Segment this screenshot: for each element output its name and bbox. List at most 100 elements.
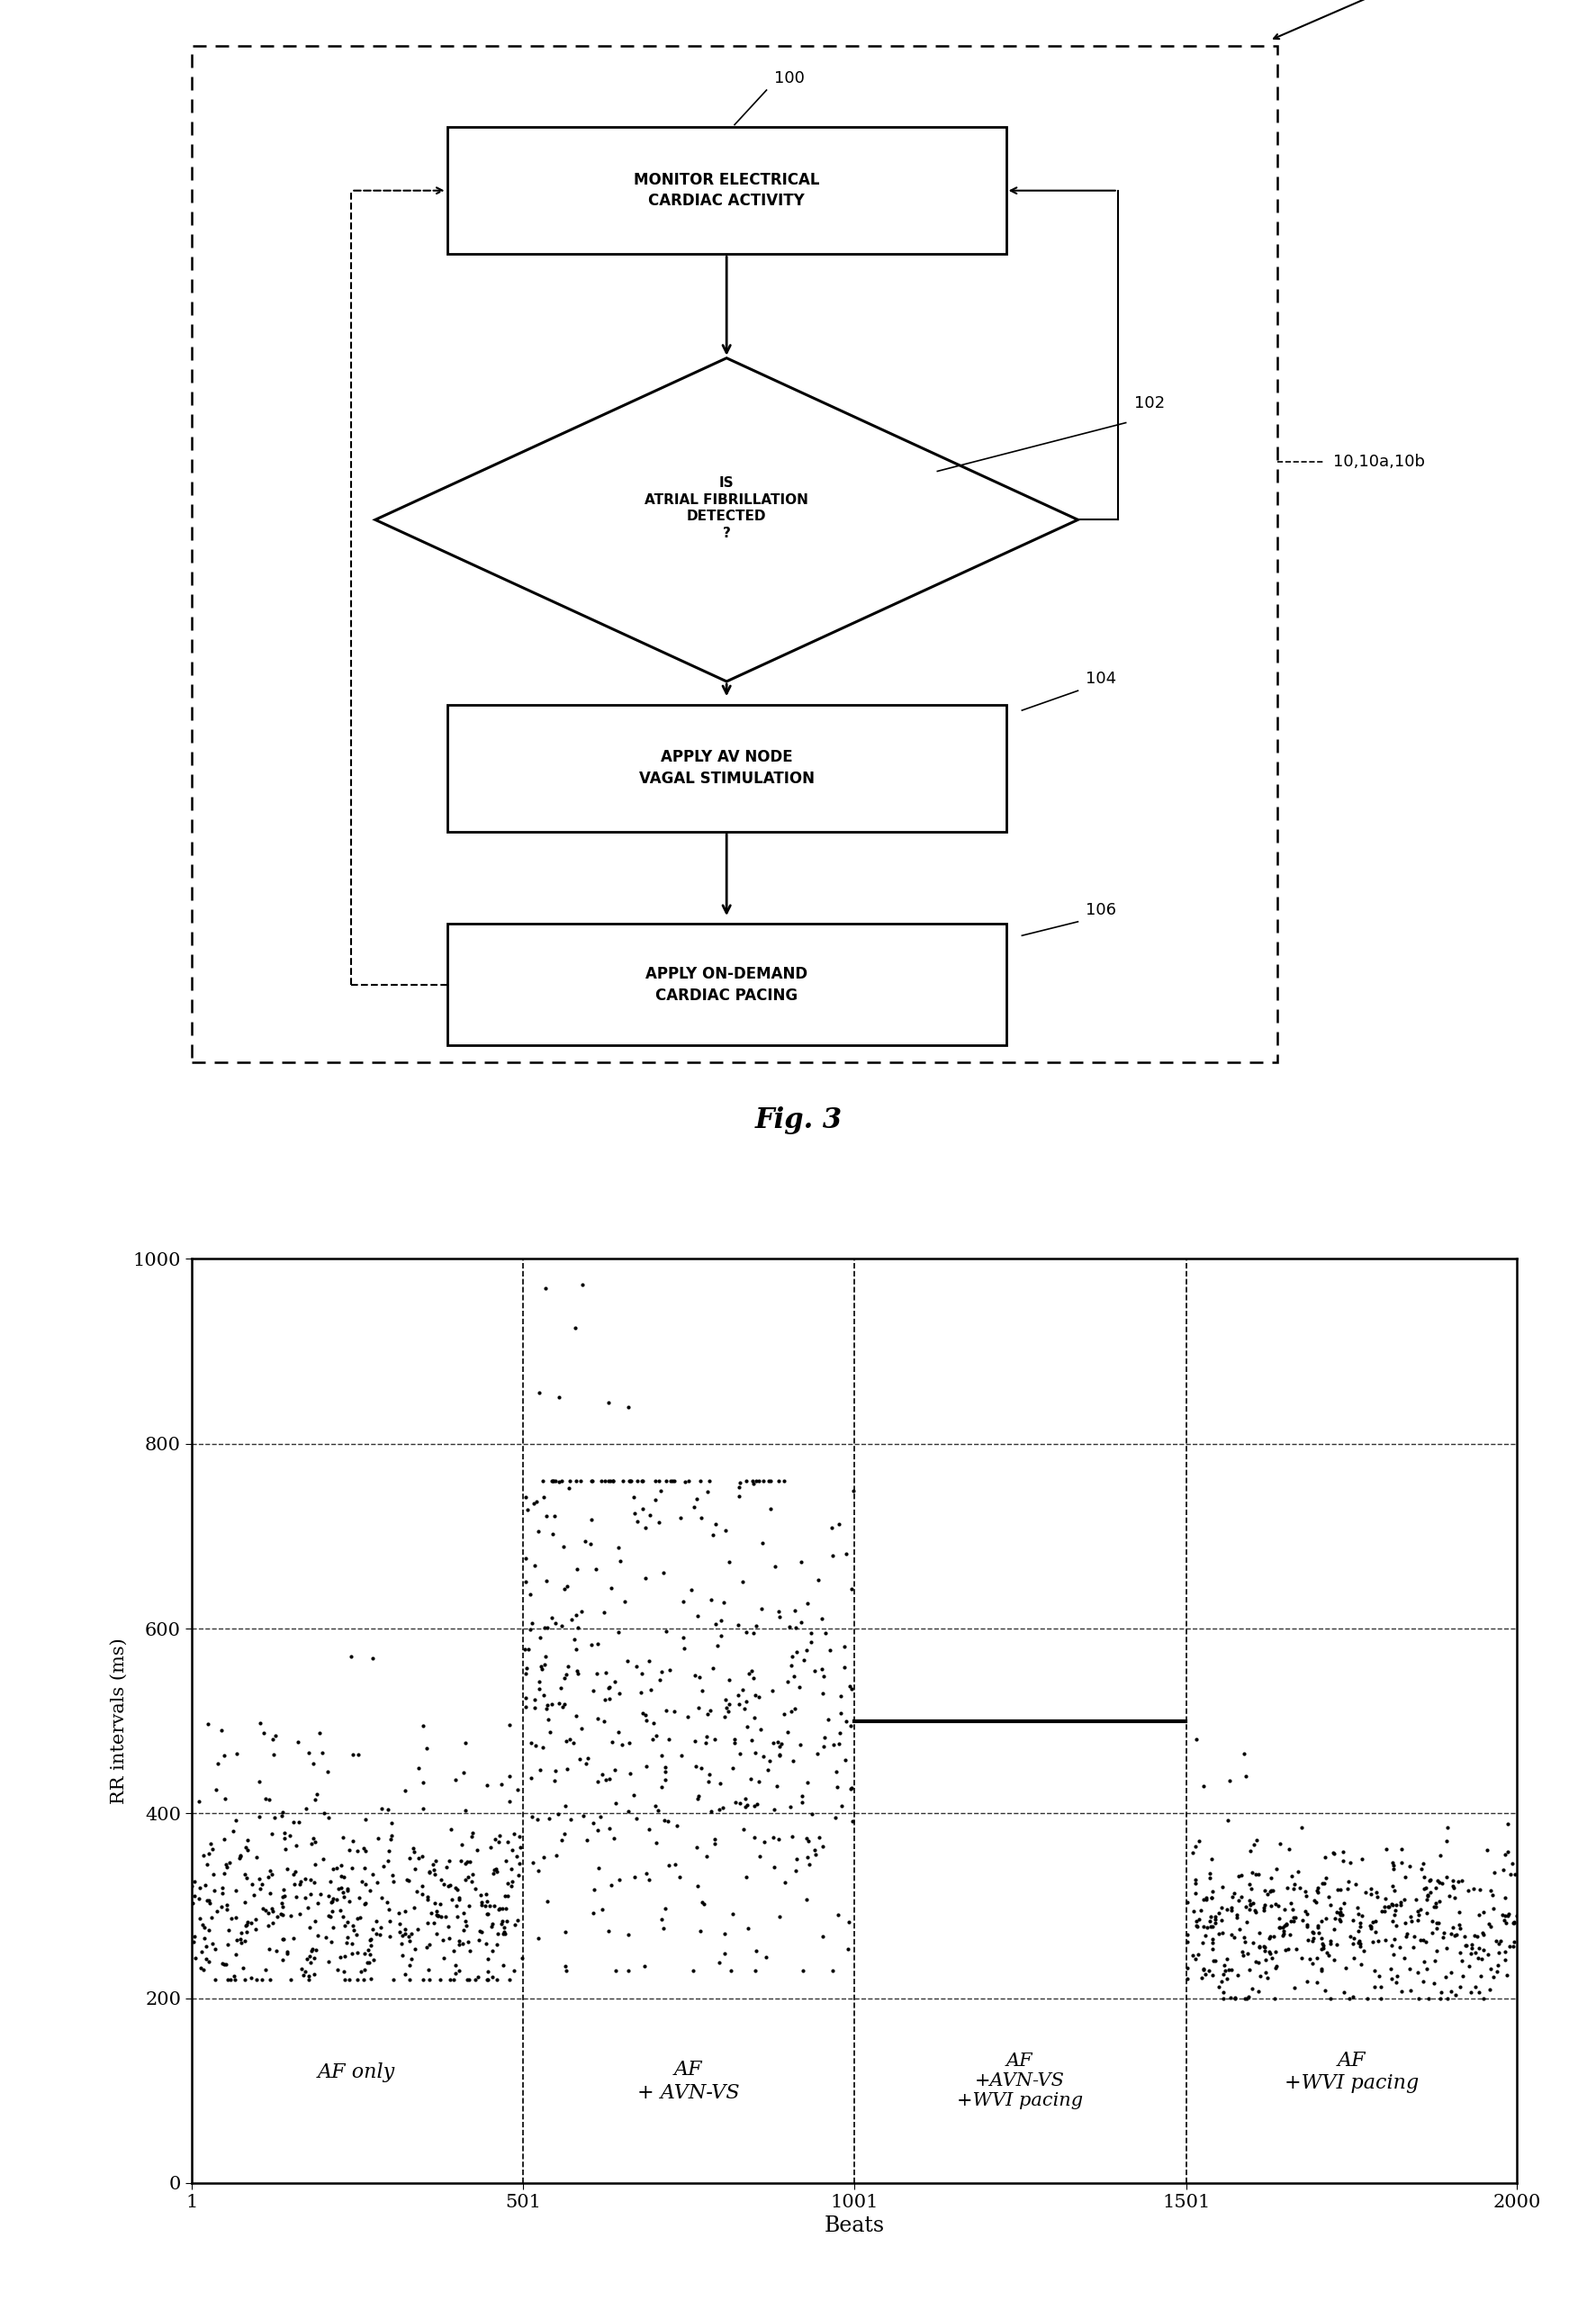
Point	[1467, 1871, 1492, 1908]
Point	[565, 1608, 591, 1645]
Point	[567, 1739, 592, 1776]
Point	[560, 1723, 586, 1760]
Point	[190, 1906, 215, 1943]
Point	[1179, 1894, 1205, 1931]
Point	[488, 1890, 514, 1927]
Point	[630, 1462, 656, 1499]
Point	[1389, 1830, 1414, 1866]
Point	[782, 1608, 808, 1645]
Point	[1365, 1878, 1390, 1915]
Point	[678, 1571, 704, 1608]
Point	[1269, 1917, 1294, 1954]
Point	[539, 1515, 565, 1552]
Point	[1315, 1878, 1341, 1915]
Point	[1430, 1917, 1456, 1954]
Point	[715, 1693, 741, 1730]
Point	[653, 1693, 678, 1730]
Point	[1491, 1933, 1516, 1970]
Point	[230, 1950, 255, 1987]
Point	[1197, 1899, 1223, 1936]
Point	[474, 1940, 500, 1977]
Point	[1192, 1917, 1218, 1954]
Point	[642, 1481, 667, 1518]
Point	[552, 1656, 578, 1693]
Point	[1476, 1970, 1502, 2007]
Point	[259, 1816, 284, 1853]
Point	[1242, 1857, 1267, 1894]
Point	[662, 1846, 688, 1883]
Point	[535, 1700, 560, 1737]
Point	[1331, 1973, 1357, 2010]
Point	[1251, 1931, 1277, 1968]
Point	[1412, 1894, 1438, 1931]
Point	[1438, 1973, 1464, 2010]
Point	[1232, 1980, 1258, 2017]
Point	[251, 1890, 276, 1927]
Point	[396, 1862, 421, 1899]
Point	[1227, 1878, 1253, 1915]
Point	[255, 1908, 281, 1945]
Point	[839, 1802, 865, 1839]
Point	[512, 1679, 538, 1716]
Point	[1425, 1864, 1451, 1901]
Point	[442, 1947, 468, 1984]
Point	[498, 1866, 523, 1903]
Point	[409, 1866, 434, 1903]
Point	[795, 1839, 820, 1876]
Point	[618, 1462, 643, 1499]
Point	[1275, 1830, 1301, 1866]
Point	[485, 1915, 511, 1952]
Point	[402, 1931, 428, 1968]
Point	[1425, 1883, 1451, 1920]
Point	[522, 1728, 547, 1765]
Point	[302, 1846, 327, 1883]
Point	[195, 1705, 220, 1742]
Point	[686, 1659, 712, 1696]
Point	[806, 1818, 832, 1855]
Point	[1218, 1892, 1243, 1929]
Point	[375, 1841, 401, 1878]
Point	[624, 1647, 650, 1684]
Point	[742, 1952, 768, 1989]
Point	[1392, 1940, 1417, 1977]
Point	[1500, 1929, 1526, 1966]
Point	[618, 1756, 643, 1793]
Point	[520, 1485, 546, 1522]
Point	[530, 1728, 555, 1765]
Point	[784, 1633, 809, 1670]
Point	[734, 1910, 760, 1947]
Point	[712, 1682, 737, 1719]
Point	[1479, 1959, 1505, 1996]
Point	[394, 1862, 420, 1899]
Point	[1491, 1901, 1516, 1938]
Point	[705, 1790, 731, 1827]
Point	[1301, 1920, 1326, 1957]
Point	[1400, 1929, 1425, 1966]
Point	[1408, 1922, 1433, 1959]
Point	[1422, 1910, 1448, 1947]
Point	[345, 1832, 370, 1869]
Point	[742, 1677, 768, 1714]
Point	[1245, 1855, 1270, 1892]
Point	[1361, 1968, 1387, 2005]
Point	[1229, 1936, 1254, 1973]
Point	[190, 1952, 215, 1989]
Point	[1417, 1873, 1443, 1910]
Point	[1306, 1915, 1331, 1952]
Point	[1422, 1869, 1448, 1906]
Point	[275, 1936, 300, 1973]
Point	[433, 1899, 458, 1936]
Point	[712, 1936, 737, 1973]
Point	[506, 1857, 531, 1894]
Point	[721, 1721, 747, 1758]
Point	[496, 1758, 522, 1795]
Point	[739, 1462, 764, 1499]
Point	[281, 1855, 306, 1892]
Point	[547, 1670, 573, 1707]
Point	[726, 1686, 752, 1723]
Point	[512, 1541, 538, 1578]
Point	[1210, 1975, 1235, 2012]
Point	[555, 1469, 581, 1506]
Point	[702, 1605, 728, 1642]
Point	[278, 1897, 303, 1933]
